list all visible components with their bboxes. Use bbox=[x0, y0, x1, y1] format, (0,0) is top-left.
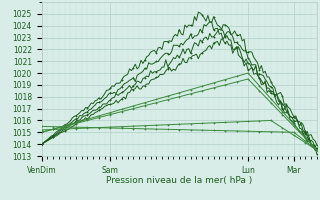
X-axis label: Pression niveau de la mer( hPa ): Pression niveau de la mer( hPa ) bbox=[106, 176, 252, 185]
